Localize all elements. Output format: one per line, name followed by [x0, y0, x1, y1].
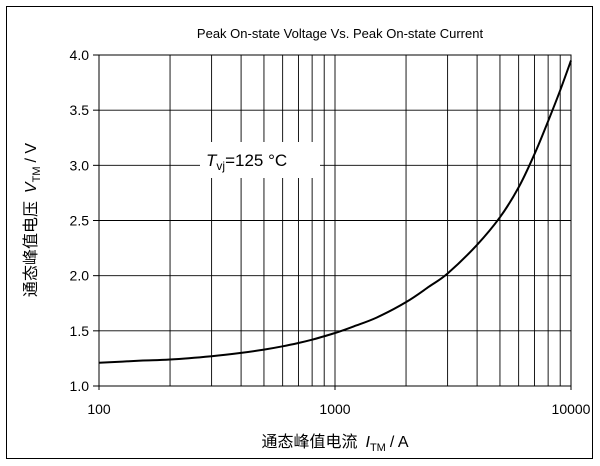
annotation-symbol: T [206, 151, 218, 170]
y-axis-label-subscript: TM [31, 166, 43, 182]
svg-text:通态峰值电压VTM/ V: 通态峰值电压 VTM / V [22, 143, 43, 297]
y-tick-label: 2.5 [70, 213, 90, 229]
x-tick-label: 100 [87, 401, 111, 417]
y-axis-label-unit: / V [23, 143, 40, 163]
x-axis-label-symbol: I [365, 434, 370, 451]
chart-title: Peak On-state Voltage Vs. Peak On-state … [197, 26, 484, 41]
ticks: 1.0 1.5 2.0 2.5 3.0 3.5 4.0 100 1000 10000 [70, 47, 591, 417]
y-tick-label: 1.5 [70, 323, 90, 339]
series-line [98, 60, 572, 364]
y-tick-label: 3.5 [70, 102, 90, 118]
y-axis-label-symbol: V [23, 181, 40, 193]
chart-frame [6, 6, 593, 459]
annotation-background [200, 142, 320, 178]
annotation-subscript: vj [216, 159, 225, 173]
y-tick-label: 1.0 [70, 378, 90, 394]
x-tick-label: 1000 [319, 401, 350, 417]
annotation-text: =125 °C [225, 151, 287, 170]
grid [99, 55, 571, 386]
x-axis-label-prefix: 通态峰值电流 [261, 433, 357, 451]
x-tick-label: 10000 [552, 401, 591, 417]
y-tick-label: 2.0 [70, 268, 90, 284]
series-layer [98, 60, 572, 364]
y-tick-label: 4.0 [70, 47, 90, 63]
x-axis-label-unit: / A [390, 434, 409, 451]
y-tick-label: 3.0 [70, 157, 90, 173]
annotation: Tvj=125 °C [200, 142, 320, 178]
y-axis-label-prefix: 通态峰值电压 [22, 201, 40, 297]
x-axis-label-subscript: TM [370, 442, 386, 454]
svg-text:Tvj=125 °C: Tvj=125 °C [206, 151, 287, 173]
